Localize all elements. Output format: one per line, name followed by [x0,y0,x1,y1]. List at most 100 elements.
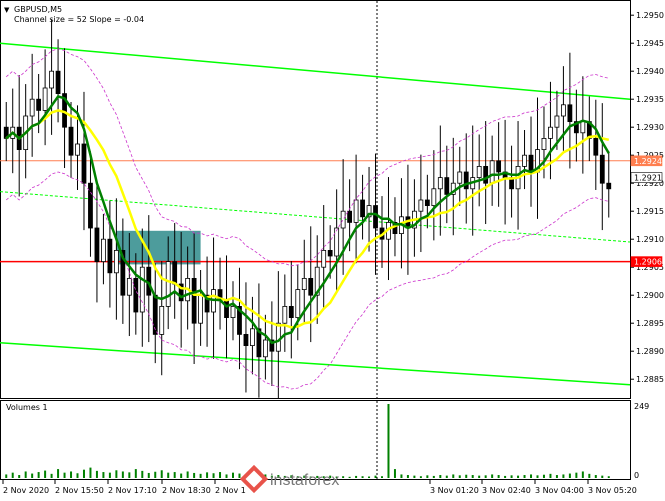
time-label: 3 Nov 02:40 [482,486,531,495]
candle-body [126,277,132,296]
candle-body [295,289,301,319]
candle-body [262,339,268,358]
time-label: 2 Nov 1 [215,486,246,495]
candle-body [101,238,106,262]
candle-body [159,305,165,335]
candle-body [133,277,139,313]
candle-body [548,126,553,139]
candle-body [580,121,586,134]
candle-body [178,283,184,302]
candle-body [88,182,93,229]
time-label: 3 Nov 05:20 [588,486,637,495]
time-label: 3 Nov 04:00 [535,486,584,495]
candle-body [94,227,100,262]
candle-body [599,154,605,184]
candle-body [237,305,242,335]
channel-line [0,191,631,243]
candle-body [340,210,346,229]
candle-body [444,177,450,195]
candle-body [593,137,599,156]
price-marker [630,172,663,183]
candle-body [49,70,54,89]
candle-body [250,328,255,346]
instaforex-watermark: instaforex [239,463,380,495]
candle-body [567,104,573,123]
time-label: 2 Nov 17:10 [108,486,157,495]
candle-body [431,188,437,207]
volume-max-label: 249 [634,402,649,411]
candle-body [301,277,307,290]
candle-body [107,238,113,274]
symbol-title-text: GBPUSD,M5 [14,5,63,14]
price-label: 1.2930 [636,123,664,132]
candle-body [353,199,359,223]
price-label: 1.2950 [636,11,664,20]
collapse-triangle-icon[interactable]: ▼ [4,6,10,14]
candle-body [528,154,534,173]
time-label: 2 Nov 15:50 [55,486,104,495]
candle-body [489,160,495,184]
candle-body [68,126,74,156]
candle-body [476,165,482,178]
candle-body [561,104,566,117]
candle-body [36,98,42,111]
indicator-text: Channel size = 52 Slope = -0.04 [14,15,145,24]
volume-panel-frame [0,400,631,480]
channel-line [0,42,631,100]
candle-body [243,333,249,346]
price-label: 1.2915 [636,207,664,216]
candle-body [360,199,365,218]
time-label: 2 Nov 18:30 [162,486,211,495]
candle-body [282,305,288,324]
highlight-zone [116,230,201,265]
candle-body [457,171,463,184]
price-label: 1.2900 [636,291,664,300]
price-label: 1.2940 [636,67,664,76]
price-label: 1.2895 [636,319,664,328]
candle-body [606,182,612,190]
candle-body [29,98,35,117]
price-marker-label: 1.2924 [634,157,662,166]
price-marker [630,256,663,267]
price-marker [630,155,663,167]
candle-body [554,115,560,128]
price-label: 1.2920 [636,179,664,188]
candle-body [42,87,48,111]
moving-average-yellow [5,109,610,329]
candle-body [256,328,262,358]
candle-body [483,165,489,184]
price-panel-frame [0,0,631,399]
candle-body [165,261,171,307]
candle-body [541,137,547,150]
volumes-title: Volumes 1 [6,403,48,412]
candle-body [334,227,340,257]
candle-body [81,143,87,184]
candle-body [573,121,579,134]
candle-body [113,249,119,274]
envelope-upper [5,48,609,267]
candle-body [152,294,158,335]
candle-body [314,266,320,296]
candle-body [321,249,327,268]
candle-body [327,249,333,257]
candle-body [139,266,145,313]
candle-body [347,210,353,223]
symbol-title: ▼ GBPUSD,M5 [4,5,63,14]
price-marker-label: 1.2921 [634,174,662,183]
candle-body [230,305,236,318]
candle-body [424,199,430,206]
candle-body [366,205,372,218]
time-label: 3 Nov 01:20 [430,486,479,495]
volume-zero-label: 0 [634,471,639,480]
watermark-brand: instaforex [270,472,339,489]
candle-body [437,177,443,190]
channel-line [0,342,631,386]
price-label: 1.2885 [636,375,664,384]
price-label: 1.2910 [636,235,664,244]
envelope-lower [5,171,609,390]
candle-body [522,154,527,167]
candle-body [288,305,294,318]
candle-body [463,171,469,190]
